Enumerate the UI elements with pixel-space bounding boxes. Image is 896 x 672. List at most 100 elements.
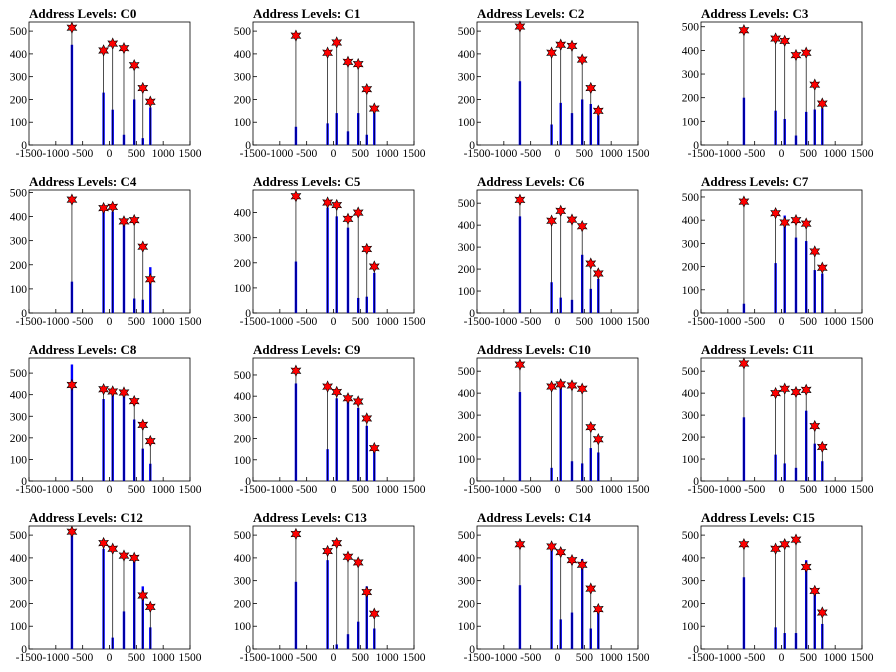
chart-svg: Address Levels: C1-1500 -1000 -500 0 500 1000… <box>234 6 426 160</box>
x-tick-label: -1000 <box>714 484 741 496</box>
y-tick-label: 500 <box>682 192 700 204</box>
level-star-marker <box>368 102 380 115</box>
x-tick-label: -1000 <box>266 316 293 328</box>
x-tick-label: -500 <box>296 316 317 328</box>
y-tick-label: 0 <box>693 644 699 656</box>
level-star-marker <box>107 200 119 214</box>
level-star-marker <box>144 95 156 108</box>
level-star-marker <box>144 273 156 286</box>
chart-panel-c12: Address Levels: C12 -1500 -1000 -500 0 500 100… <box>0 504 224 672</box>
y-tick-label: 100 <box>234 283 252 295</box>
level-star-marker <box>809 245 821 258</box>
x-tick-label: -1500 <box>240 148 267 160</box>
x-tick-label: -500 <box>520 148 541 160</box>
x-tick-label: 500 <box>352 484 370 496</box>
chart-svg: Address Levels: C14 -1500 -1000 -500 0 500 100… <box>458 510 650 664</box>
y-tick-label: 300 <box>234 412 252 424</box>
level-star-marker <box>770 206 781 220</box>
y-tick-label: 100 <box>458 621 476 633</box>
x-tick-label: 0 <box>779 316 785 328</box>
chart-svg: Address Levels: C9-1500 -1000 -500 0 500 1000… <box>234 342 426 496</box>
level-star-marker <box>779 34 791 48</box>
y-tick-label: 500 <box>682 366 700 378</box>
y-tick-label: 0 <box>693 308 699 320</box>
x-tick-label: 1000 <box>376 316 399 328</box>
x-tick-label: 1500 <box>179 484 202 496</box>
level-star-marker <box>361 412 373 425</box>
y-tick-label: 400 <box>682 45 700 57</box>
level-star-marker <box>779 216 791 229</box>
x-tick-label: 0 <box>555 316 561 328</box>
chart-title: Address Levels: C14 <box>477 510 591 525</box>
y-tick-label: 0 <box>693 140 699 152</box>
level-star-marker <box>322 380 333 393</box>
chart-title: Address Levels: C13 <box>253 510 367 525</box>
level-star-marker <box>118 386 130 399</box>
x-tick-label: 1500 <box>403 316 426 328</box>
y-tick-label: 400 <box>458 553 476 565</box>
y-tick-label: 300 <box>10 72 28 84</box>
x-tick-label: -1000 <box>266 652 293 664</box>
level-star-marker <box>546 380 557 393</box>
chart-svg: Address Levels: C13 -1500 -1000 -500 0 500 100… <box>234 510 426 664</box>
x-tick-label: -500 <box>296 484 317 496</box>
level-star-marker <box>592 602 604 616</box>
y-tick-label: 200 <box>10 598 28 610</box>
x-tick-label: -1000 <box>490 316 517 328</box>
level-star-marker <box>322 196 333 209</box>
x-tick-label: -1000 <box>42 652 69 664</box>
y-tick-label: 500 <box>10 26 28 38</box>
x-tick-label: 1500 <box>627 484 650 496</box>
y-tick-label: 500 <box>10 530 28 542</box>
level-star-marker <box>342 392 354 405</box>
y-tick-label: 300 <box>458 410 476 422</box>
x-tick-label: -500 <box>520 484 541 496</box>
level-star-marker <box>361 585 373 599</box>
x-tick-label: 1500 <box>851 484 874 496</box>
x-tick-label: 1000 <box>152 484 175 496</box>
chart-title: Address Levels: C1 <box>253 6 360 21</box>
y-tick-label: 0 <box>21 140 27 152</box>
x-tick-label: -1500 <box>464 652 491 664</box>
y-tick-label: 200 <box>682 93 700 105</box>
level-star-marker <box>107 542 119 556</box>
y-tick-label: 200 <box>234 598 252 610</box>
x-tick-label: 0 <box>331 652 337 664</box>
level-star-marker <box>585 582 597 595</box>
y-tick-label: 0 <box>21 308 27 320</box>
level-star-marker <box>566 553 578 567</box>
chart-panel-c9: Address Levels: C9 -1500 -1000 -500 0 500 1000… <box>224 336 448 504</box>
level-star-marker <box>137 240 149 253</box>
level-star-marker <box>137 81 149 95</box>
level-star-marker <box>352 206 364 219</box>
level-star-marker <box>576 558 588 571</box>
level-star-marker <box>809 584 821 598</box>
x-tick-label: -1500 <box>16 316 43 328</box>
level-star-marker <box>790 385 802 399</box>
x-tick-label: 500 <box>576 484 594 496</box>
y-tick-label: 500 <box>10 187 28 199</box>
plot-frame <box>28 357 191 482</box>
x-tick-label: -1000 <box>42 148 69 160</box>
level-star-marker <box>555 378 567 391</box>
level-star-marker <box>118 215 130 228</box>
x-tick-label: -1000 <box>490 484 517 496</box>
y-tick-label: 0 <box>693 476 699 488</box>
level-star-marker <box>352 57 364 71</box>
x-tick-label: 0 <box>107 652 113 664</box>
y-tick-label: 200 <box>458 598 476 610</box>
plot-frame <box>476 357 639 482</box>
y-tick-label: 400 <box>234 208 252 220</box>
y-tick-label: 500 <box>10 368 28 380</box>
x-tick-label: 1000 <box>376 652 399 664</box>
y-tick-label: 200 <box>10 433 28 445</box>
level-star-marker <box>566 379 578 392</box>
x-tick-label: -500 <box>744 652 765 664</box>
level-star-marker <box>118 41 130 55</box>
x-tick-label: 1000 <box>824 652 847 664</box>
level-star-marker <box>66 21 78 34</box>
level-star-marker <box>816 261 828 274</box>
x-tick-label: 0 <box>107 148 113 160</box>
chart-title: Address Levels: C9 <box>253 342 361 357</box>
